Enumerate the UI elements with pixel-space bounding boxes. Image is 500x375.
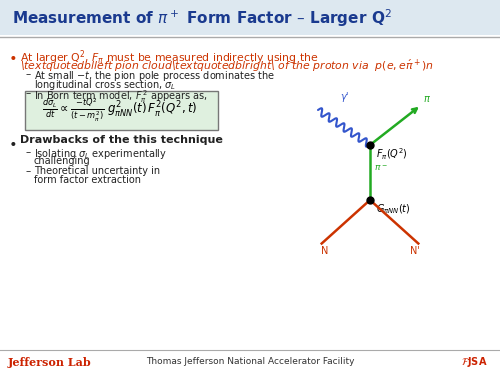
Text: –: – <box>26 147 31 157</box>
Text: Drawbacks of the this technique: Drawbacks of the this technique <box>20 135 223 145</box>
Text: $\frac{d\sigma_L}{dt} \propto \frac{-tQ^2}{(t - m_{\pi}^2)}\; g^{2}_{\pi NN}(t)\: $\frac{d\sigma_L}{dt} \propto \frac{-tQ^… <box>42 96 198 124</box>
Text: form factor extraction: form factor extraction <box>34 175 141 185</box>
Text: Isolating $\sigma_L$ experimentally: Isolating $\sigma_L$ experimentally <box>34 147 167 161</box>
Text: Thomas Jefferson National Accelerator Facility: Thomas Jefferson National Accelerator Fa… <box>146 357 354 366</box>
Text: $\bullet$: $\bullet$ <box>8 49 16 63</box>
Text: $G_{\pi NN}(t)$: $G_{\pi NN}(t)$ <box>376 202 410 216</box>
Text: $\pi^-$: $\pi^-$ <box>374 164 388 173</box>
Text: $\gamma$': $\gamma$' <box>340 90 349 104</box>
Text: –: – <box>26 69 31 79</box>
Text: \textquotedblleft pion cloud\textquotedblright\ of the proton via  $p(e,e\'\pi^+: \textquotedblleft pion cloud\textquotedb… <box>20 58 434 74</box>
Text: $\pi$: $\pi$ <box>423 94 431 104</box>
Text: At larger Q$^2$, $F_{\pi}$ must be measured indirectly using the: At larger Q$^2$, $F_{\pi}$ must be measu… <box>20 48 318 67</box>
Text: challenging: challenging <box>34 156 90 166</box>
Text: Theoretical uncertainty in: Theoretical uncertainty in <box>34 166 160 176</box>
Text: $\bullet$: $\bullet$ <box>8 135 16 149</box>
Text: $\mathcal{F}$JSA: $\mathcal{F}$JSA <box>462 355 488 369</box>
Text: N': N' <box>410 246 420 256</box>
Text: Jefferson Lab: Jefferson Lab <box>8 357 92 368</box>
Text: In Born term model, $F_{\pi}^{\,2}$ appears as,: In Born term model, $F_{\pi}^{\,2}$ appe… <box>34 88 208 105</box>
Text: longitudinal cross section, $\sigma_L$: longitudinal cross section, $\sigma_L$ <box>34 78 176 92</box>
Text: N: N <box>321 246 328 256</box>
Text: Measurement of $\pi^+$ Form Factor – Larger Q$^2$: Measurement of $\pi^+$ Form Factor – Lar… <box>12 7 392 29</box>
Text: At small $-t$, the pion pole process dominates the: At small $-t$, the pion pole process dom… <box>34 69 275 83</box>
Text: –: – <box>26 88 31 98</box>
FancyBboxPatch shape <box>24 90 218 129</box>
Bar <box>0 0 500 35</box>
Text: $F_{\pi}(Q^2)$: $F_{\pi}(Q^2)$ <box>376 147 408 162</box>
Text: –: – <box>26 166 31 176</box>
